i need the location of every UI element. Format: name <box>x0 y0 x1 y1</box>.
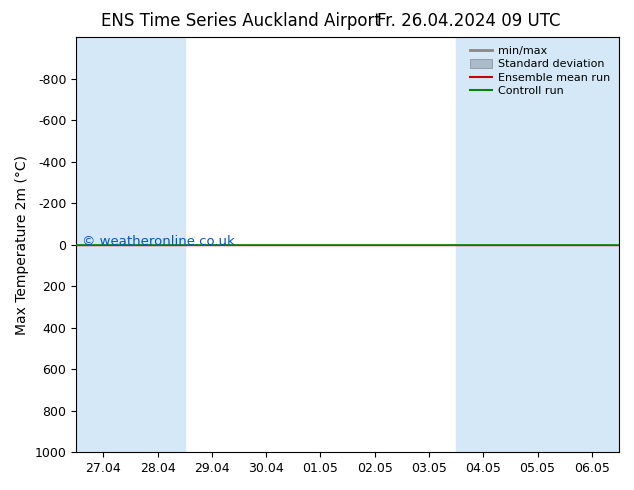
Y-axis label: Max Temperature 2m (°C): Max Temperature 2m (°C) <box>15 155 29 335</box>
Text: Fr. 26.04.2024 09 UTC: Fr. 26.04.2024 09 UTC <box>377 12 561 30</box>
Text: ENS Time Series Auckland Airport: ENS Time Series Auckland Airport <box>101 12 381 30</box>
Bar <box>456 37 510 452</box>
Bar <box>131 37 184 452</box>
Bar <box>510 37 565 452</box>
Text: © weatheronline.co.uk: © weatheronline.co.uk <box>82 235 235 248</box>
Bar <box>76 37 131 452</box>
Legend: min/max, Standard deviation, Ensemble mean run, Controll run: min/max, Standard deviation, Ensemble me… <box>467 43 614 100</box>
Bar <box>565 37 619 452</box>
